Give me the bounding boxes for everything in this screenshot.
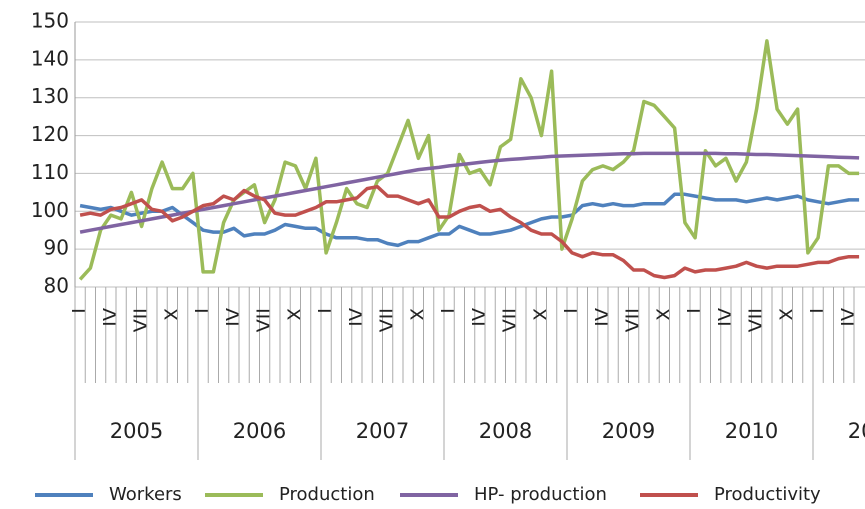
y-tick-label: 130 (31, 84, 69, 108)
y-tick-label: 140 (31, 46, 69, 70)
x-tick-label: X (407, 308, 429, 321)
x-tick-label: IV (468, 308, 490, 327)
x-tick-label: VII (745, 308, 767, 332)
x-tick-label: IV (345, 308, 367, 327)
year-label: 2011 (848, 419, 865, 443)
x-tick-label: IV (222, 308, 244, 327)
x-tick-label: I (315, 308, 337, 314)
y-tick-label: 90 (44, 236, 69, 260)
x-tick-label: VII (499, 308, 521, 332)
x-tick-label: X (530, 308, 552, 321)
x-tick-label: VII (376, 308, 398, 332)
year-label: 2007 (356, 419, 409, 443)
x-tick-label: VII (130, 308, 152, 332)
y-tick-label: 100 (31, 198, 69, 222)
series-line (78, 39, 860, 281)
x-tick-label: I (69, 308, 91, 314)
y-tick-label: 80 (44, 274, 69, 298)
legend-label: HP- production (474, 484, 607, 505)
x-tick-label: IV (837, 308, 859, 327)
series-line (79, 192, 860, 248)
year-label: 2005 (110, 419, 163, 443)
x-tick-label: VII (253, 308, 275, 332)
year-label: 2008 (479, 419, 532, 443)
x-tick-label: I (192, 308, 214, 314)
legend-label: Workers (109, 484, 182, 505)
x-tick-label: X (653, 308, 675, 321)
x-tick-label: X (161, 308, 183, 321)
y-tick-label: 110 (31, 160, 69, 184)
year-label: 2010 (725, 419, 778, 443)
x-tick-label: I (684, 308, 706, 314)
x-tick-label: VII (622, 308, 644, 332)
y-tick-label: 150 (31, 9, 69, 33)
series-line (79, 151, 860, 234)
series-line (79, 184, 860, 280)
x-tick-label: IV (714, 308, 736, 327)
x-tick-label: X (776, 308, 798, 321)
x-tick-label: IV (591, 308, 613, 327)
x-tick-label: I (561, 308, 583, 314)
x-tick-label: I (438, 308, 460, 314)
legend-label: Productivity (714, 484, 821, 505)
year-label: 2006 (233, 419, 286, 443)
x-tick-label: IV (99, 308, 121, 327)
legend-label: Production (279, 484, 375, 505)
y-tick-label: 120 (31, 122, 69, 146)
x-tick-label: X (284, 308, 306, 321)
x-tick-label: I (807, 308, 829, 314)
year-label: 2009 (602, 419, 655, 443)
